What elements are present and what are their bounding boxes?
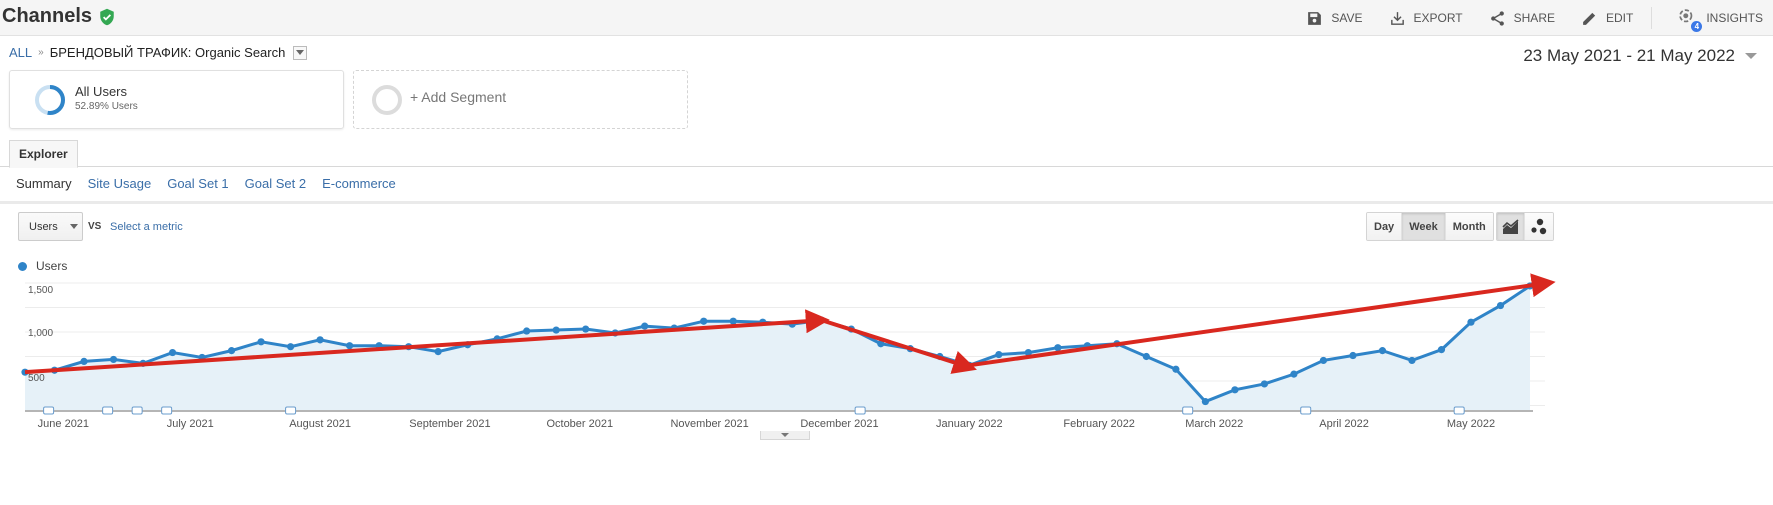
day-button[interactable]: Day <box>1367 213 1403 240</box>
report-tabs: Explorer <box>0 140 1773 168</box>
insights-count-badge: 4 <box>1691 21 1703 32</box>
y-tick-label: 1,000 <box>28 328 54 339</box>
week-button[interactable]: Week <box>1402 213 1446 240</box>
x-tick-label: August 2021 <box>289 418 351 430</box>
breadcrumb-separator: » <box>38 47 44 58</box>
edit-icon <box>1583 12 1596 25</box>
toolbar-divider <box>1651 7 1653 29</box>
share-button[interactable]: SHARE <box>1489 10 1555 27</box>
y-tick-label: 1,500 <box>28 285 54 296</box>
chart-legend: Users <box>18 259 67 273</box>
line-chart-button[interactable] <box>1497 213 1525 240</box>
period-toggle: Day Week Month <box>1366 212 1494 241</box>
insights-icon: 4 <box>1678 8 1703 32</box>
select-metric-link[interactable]: Select a metric <box>110 221 183 233</box>
x-tick-label: December 2021 <box>800 418 879 430</box>
x-tick-label: September 2021 <box>409 418 491 430</box>
subtab-goal-set-1[interactable]: Goal Set 1 <box>167 176 229 191</box>
x-tick-label: June 2021 <box>37 418 90 430</box>
expand-chart-button[interactable] <box>760 431 810 440</box>
x-tick-label: May 2022 <box>1446 418 1496 430</box>
segment-name: All Users <box>75 84 128 99</box>
export-button[interactable]: EXPORT <box>1389 10 1463 27</box>
x-tick-label: February 2022 <box>1063 418 1135 430</box>
export-icon <box>1390 11 1404 25</box>
x-tick-label: October 2021 <box>546 418 614 430</box>
section-divider <box>0 201 1773 204</box>
subtab-summary[interactable]: Summary <box>16 176 72 191</box>
top-bar: Channels SAVE EXPORT SHARE EDIT 4 <box>0 0 1773 36</box>
breadcrumb-current: БРЕНДОВЫЙ ТРАФИК: Organic Search <box>49 45 286 60</box>
metric-selector[interactable]: Users <box>18 212 83 241</box>
motion-chart-button[interactable] <box>1525 213 1553 240</box>
x-tick-label: January 2022 <box>935 418 1003 430</box>
breadcrumb-all-link[interactable]: ALL <box>9 45 33 60</box>
x-tick-label: July 2021 <box>166 418 214 430</box>
chevron-down-icon <box>1745 53 1757 59</box>
empty-segment-icon <box>372 85 402 115</box>
save-button[interactable]: SAVE <box>1306 10 1363 27</box>
chart-canvas <box>21 273 1556 415</box>
motion-chart-icon <box>1531 218 1547 234</box>
save-icon <box>1308 11 1322 25</box>
chevron-down-icon <box>69 224 78 229</box>
tab-explorer[interactable]: Explorer <box>9 140 78 168</box>
x-tick-label: April 2022 <box>1319 418 1369 430</box>
verified-shield-icon <box>100 8 114 25</box>
y-tick-label: 500 <box>28 373 45 384</box>
breadcrumb-dropdown-button[interactable] <box>293 45 308 60</box>
chevron-down-icon <box>781 433 789 437</box>
chevron-down-icon <box>296 50 305 55</box>
vs-label: VS <box>88 221 102 232</box>
subtab-site-usage[interactable]: Site Usage <box>87 176 152 191</box>
subtab-ecommerce[interactable]: E-commerce <box>322 176 396 191</box>
add-segment-button[interactable]: + Add Segment <box>353 70 688 129</box>
report-actions: SAVE EXPORT SHARE EDIT 4 INSIGHTS <box>1280 0 1763 36</box>
segment-donut-icon <box>35 85 65 115</box>
x-tick-label: March 2022 <box>1185 418 1244 430</box>
users-chart[interactable]: 1,500 1,000 500 June 2021 July 2021 August… <box>0 270 1773 500</box>
chart-type-toggle <box>1496 212 1554 241</box>
month-button[interactable]: Month <box>1445 213 1493 240</box>
subtab-goal-set-2[interactable]: Goal Set 2 <box>244 176 307 191</box>
segment-percentage: 52.89% Users <box>75 101 138 112</box>
page-title: Channels <box>2 5 116 28</box>
date-range-picker[interactable]: 23 May 2021 - 21 May 2022 <box>1523 46 1757 66</box>
share-icon <box>1490 10 1504 26</box>
line-chart-icon <box>1501 218 1519 234</box>
breadcrumb: ALL » БРЕНДОВЫЙ ТРАФИК: Organic Search <box>9 45 308 60</box>
edit-button[interactable]: EDIT <box>1581 10 1633 27</box>
legend-dot-icon <box>18 261 27 271</box>
segment-all-users[interactable]: All Users 52.89% Users <box>9 70 344 129</box>
insights-button[interactable]: 4 INSIGHTS <box>1678 8 1763 32</box>
explorer-subtabs: Summary Site Usage Goal Set 1 Goal Set 2… <box>16 176 396 191</box>
x-tick-label: November 2021 <box>670 418 749 430</box>
